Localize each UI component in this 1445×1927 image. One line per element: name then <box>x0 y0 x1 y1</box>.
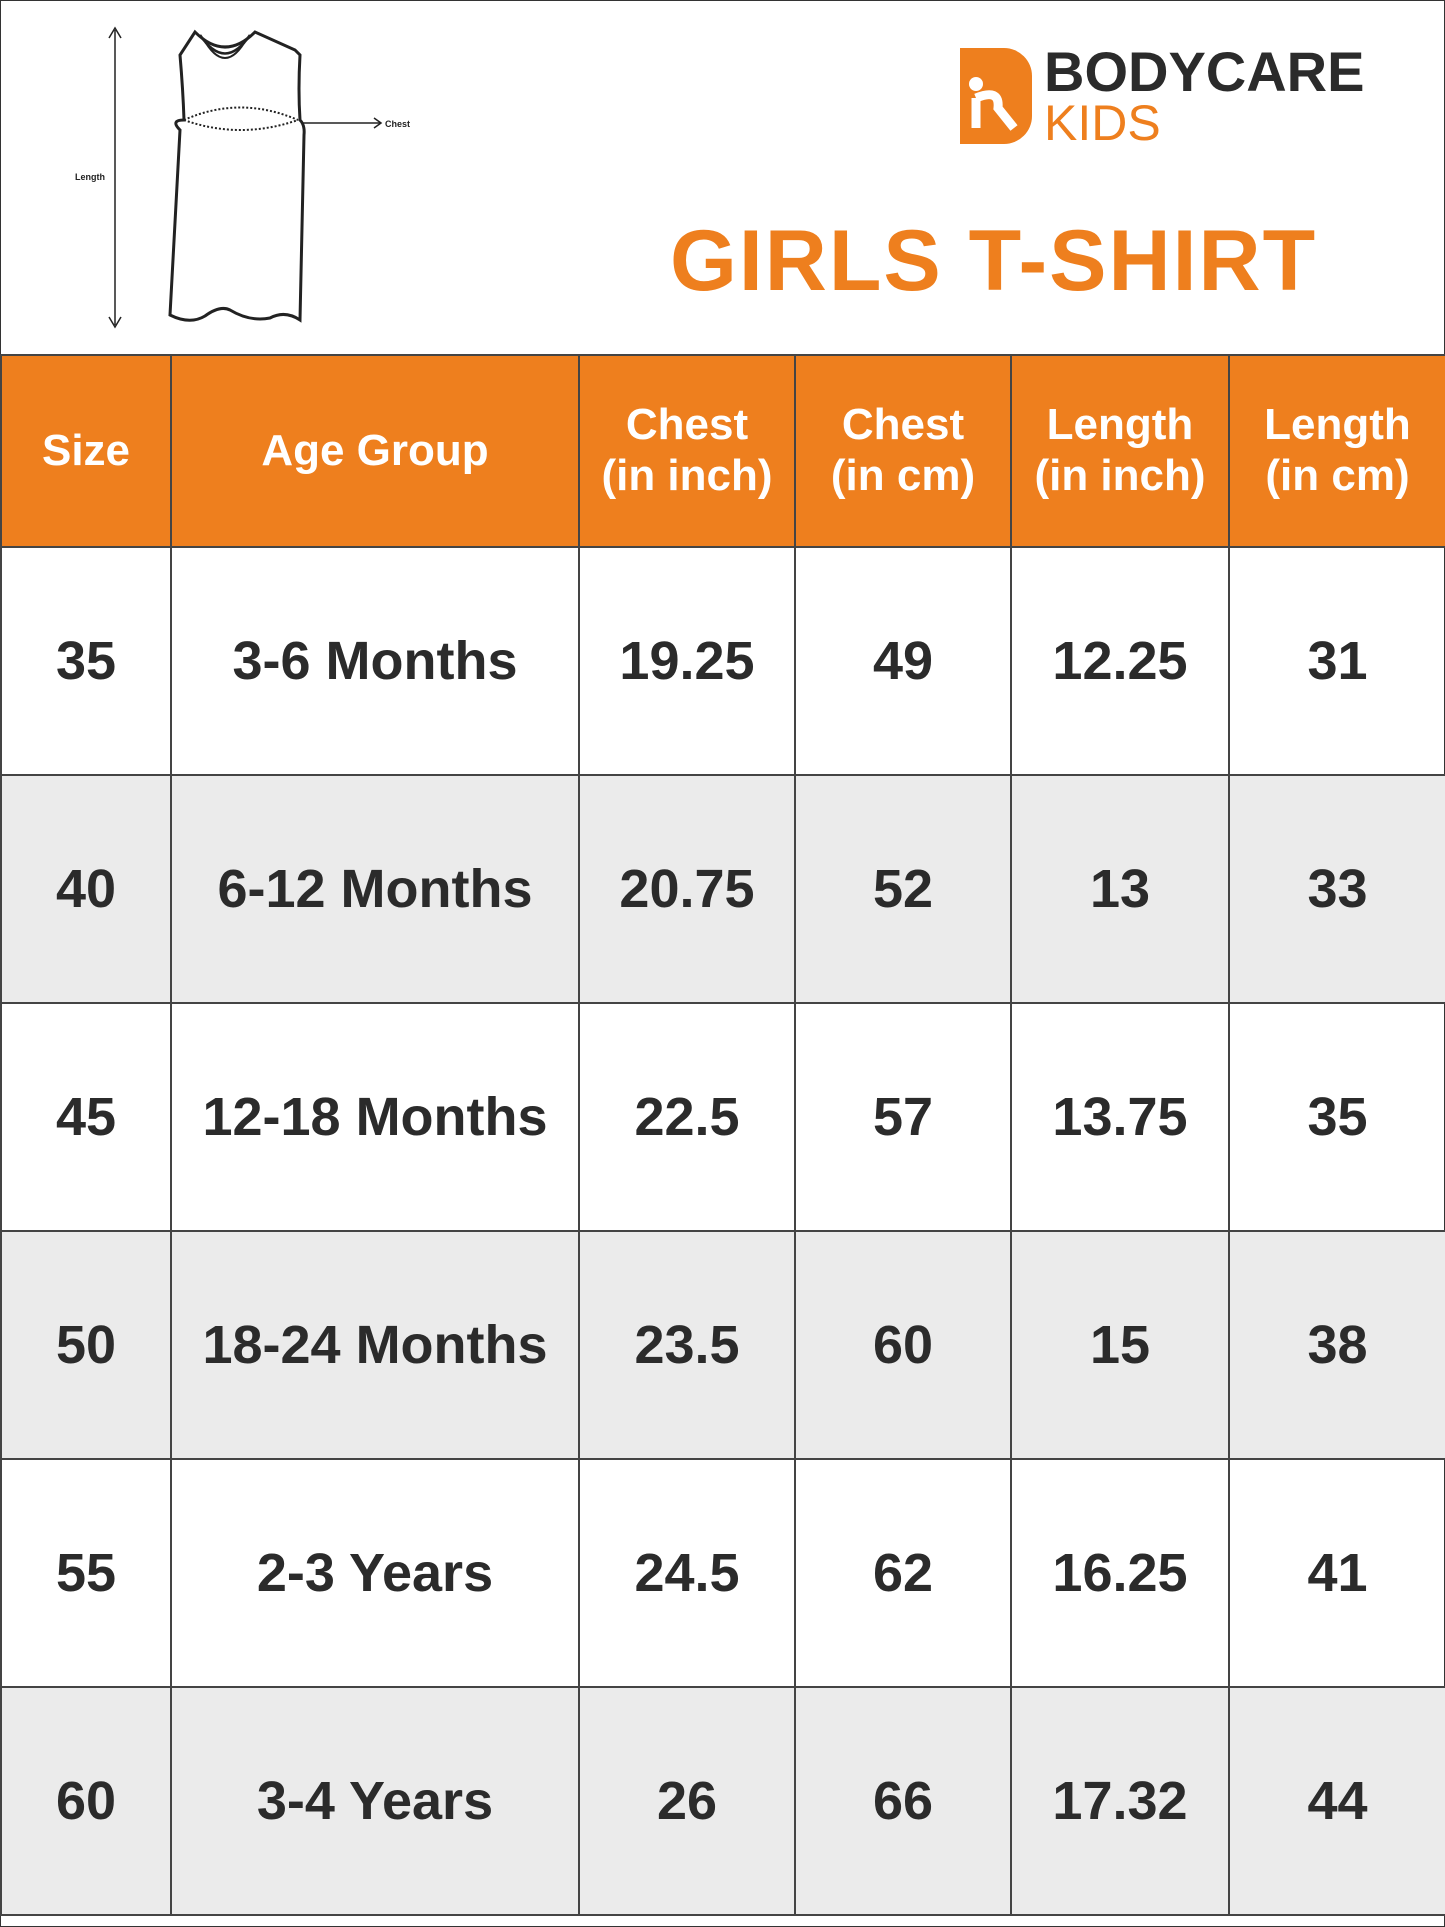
logo-mark-icon <box>960 48 1032 144</box>
table-cell: 3-4 Years <box>170 1686 580 1916</box>
header-line1: Size <box>41 425 131 475</box>
table-cell: 41 <box>1228 1458 1445 1688</box>
table-cell: 50 <box>0 1230 172 1460</box>
table-cell: 38 <box>1228 1230 1445 1460</box>
table-cell: 22.5 <box>578 1002 796 1232</box>
tshirt-diagram: Chest Length <box>75 26 410 329</box>
header-line2: (in inch) <box>601 451 773 500</box>
column-header: Chest (in inch) <box>578 354 796 548</box>
column-header: Length (in inch) <box>1010 354 1230 548</box>
header-line2: (in cm) <box>1265 451 1410 500</box>
column-header: Length (in cm) <box>1228 354 1445 548</box>
brand-name-bottom: KIDS <box>1044 95 1161 151</box>
table-cell: 57 <box>794 1002 1012 1232</box>
table-cell: 60 <box>794 1230 1012 1460</box>
table-cell: 6-12 Months <box>170 774 580 1004</box>
header-line2: (in cm) <box>830 451 976 500</box>
table-cell: 3-6 Months <box>170 546 580 776</box>
table-cell: 44 <box>1228 1686 1445 1916</box>
table-cell: 20.75 <box>578 774 796 1004</box>
page-title: GIRLS T-SHIRT <box>670 213 1318 309</box>
table-cell: 18-24 Months <box>170 1230 580 1460</box>
table-cell: 62 <box>794 1458 1012 1688</box>
header-line2: (in inch) <box>1034 451 1206 500</box>
length-label: Length <box>75 172 105 182</box>
table-cell: 17.32 <box>1010 1686 1230 1916</box>
table-cell: 49 <box>794 546 1012 776</box>
table-cell: 52 <box>794 774 1012 1004</box>
column-header: Size <box>0 354 172 548</box>
table-header-row: Size Age Group Chest (in inch) Chest (in cm) L… <box>0 354 1445 548</box>
table-cell: 2-3 Years <box>170 1458 580 1688</box>
table-row: 40 6-12 Months 20.75 52 13 33 <box>0 774 1445 1004</box>
brand-name-top: BODYCARE <box>1044 40 1365 103</box>
table-cell: 24.5 <box>578 1458 796 1688</box>
table-cell: 45 <box>0 1002 172 1232</box>
table-row: 35 3-6 Months 19.25 49 12.25 31 <box>0 546 1445 776</box>
header-line1: Length <box>1264 400 1411 450</box>
table-cell: 35 <box>1228 1002 1445 1232</box>
table-row: 45 12-18 Months 22.5 57 13.75 35 <box>0 1002 1445 1232</box>
brand-logo: BODYCARE KIDS <box>960 40 1365 151</box>
table-cell: 26 <box>578 1686 796 1916</box>
table-cell: 35 <box>0 546 172 776</box>
header-line1: Chest <box>625 400 749 450</box>
header-line1: Chest <box>841 400 965 450</box>
table-cell: 19.25 <box>578 546 796 776</box>
table-cell: 13.75 <box>1010 1002 1230 1232</box>
table-cell: 16.25 <box>1010 1458 1230 1688</box>
table-cell: 60 <box>0 1686 172 1916</box>
table-cell: 40 <box>0 774 172 1004</box>
table-row: 55 2-3 Years 24.5 62 16.25 41 <box>0 1458 1445 1688</box>
table-row: 60 3-4 Years 26 66 17.32 44 <box>0 1686 1445 1916</box>
header-line1: Length <box>1046 400 1194 450</box>
column-header: Chest (in cm) <box>794 354 1012 548</box>
table-cell: 13 <box>1010 774 1230 1004</box>
header-line1: Age Group <box>261 425 489 475</box>
table-cell: 33 <box>1228 774 1445 1004</box>
table-row: 50 18-24 Months 23.5 60 15 38 <box>0 1230 1445 1460</box>
table-cell: 12-18 Months <box>170 1002 580 1232</box>
column-header: Age Group <box>170 354 580 548</box>
table-cell: 23.5 <box>578 1230 796 1460</box>
table-cell: 12.25 <box>1010 546 1230 776</box>
size-chart-table: Size Age Group Chest (in inch) Chest (in cm) L… <box>0 354 1445 1916</box>
table-cell: 15 <box>1010 1230 1230 1460</box>
table-cell: 55 <box>0 1458 172 1688</box>
chest-label: Chest <box>385 119 410 129</box>
table-cell: 66 <box>794 1686 1012 1916</box>
table-cell: 31 <box>1228 546 1445 776</box>
